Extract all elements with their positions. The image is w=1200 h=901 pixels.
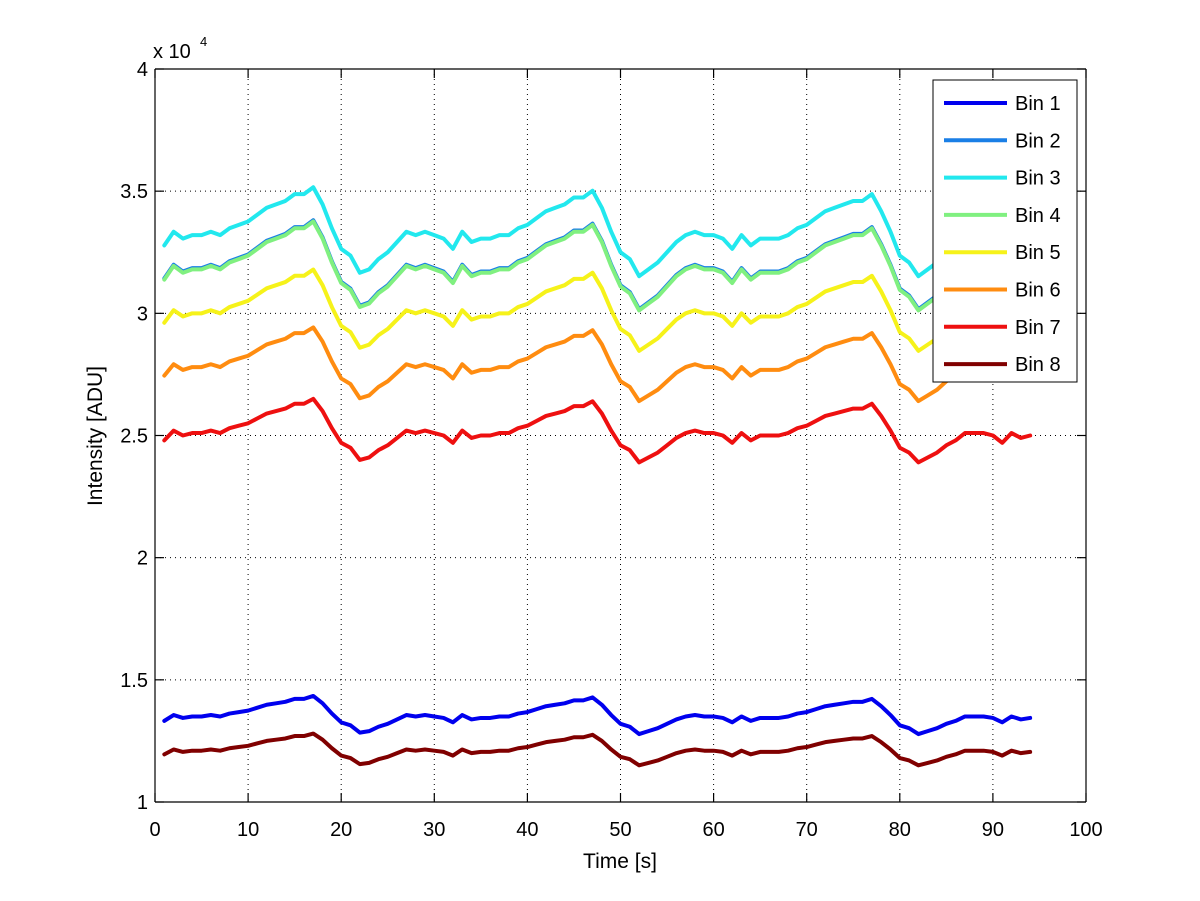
y-tick-label: 3.5: [120, 181, 148, 203]
y-tick-label: 1.5: [120, 670, 148, 692]
legend-box: [932, 79, 1078, 383]
x-tick-label: 90: [982, 819, 1004, 841]
y-tick-label: 2: [137, 548, 148, 570]
y-multiplier-label: x 10: [153, 41, 191, 63]
y-tick-label: 1: [137, 792, 148, 814]
x-tick-label: 100: [1069, 819, 1102, 841]
series-line-bin-4: [162, 219, 1033, 313]
x-tick-label: 20: [330, 819, 352, 841]
y-tick-label: 2.5: [120, 426, 148, 448]
y-axis-label: Intensity [ADU]: [84, 366, 107, 506]
legend-label: Bin 1: [1015, 93, 1061, 115]
legend-label: Bin 8: [1015, 354, 1061, 376]
series-line-bin-7: [162, 396, 1033, 465]
legend: Bin 1 Bin 2 Bin 3 Bin 4 Bin 5 Bin 6 Bin 7 Bin 8: [932, 79, 1078, 383]
legend-label: Bin 2: [1015, 130, 1061, 152]
series-lines: [162, 185, 1033, 768]
x-tick-label: 60: [702, 819, 724, 841]
x-tick-label: 10: [237, 819, 259, 841]
series-line-bin-3: [162, 185, 1033, 279]
legend-label: Bin 4: [1015, 205, 1061, 227]
x-tick-label: 0: [149, 819, 160, 841]
x-tick-label: 50: [609, 819, 631, 841]
y-tick-label: 4: [137, 59, 148, 81]
y-ticks: 1 1.5 2 2.5 3 3.5 4: [120, 59, 1086, 814]
series-line-bin-5: [162, 267, 1033, 353]
legend-label: Bin 5: [1015, 242, 1061, 264]
legend-label: Bin 6: [1015, 280, 1061, 302]
x-tick-label: 40: [516, 819, 538, 841]
legend-label: Bin 7: [1015, 317, 1061, 339]
series-line-bin-1: [162, 693, 1033, 737]
x-axis-label: Time [s]: [583, 850, 657, 873]
x-tick-label: 70: [796, 819, 818, 841]
legend-label: Bin 3: [1015, 168, 1061, 190]
series-line-bin-8: [162, 731, 1033, 768]
series-line-bin-6: [162, 325, 1033, 404]
y-multiplier-exponent: 4: [200, 34, 207, 49]
x-ticks: 0 10 20 30 40 50 60 70 80 90 100: [149, 69, 1103, 841]
y-tick-label: 3: [137, 303, 148, 325]
x-tick-label: 30: [423, 819, 445, 841]
x-tick-label: 80: [889, 819, 911, 841]
